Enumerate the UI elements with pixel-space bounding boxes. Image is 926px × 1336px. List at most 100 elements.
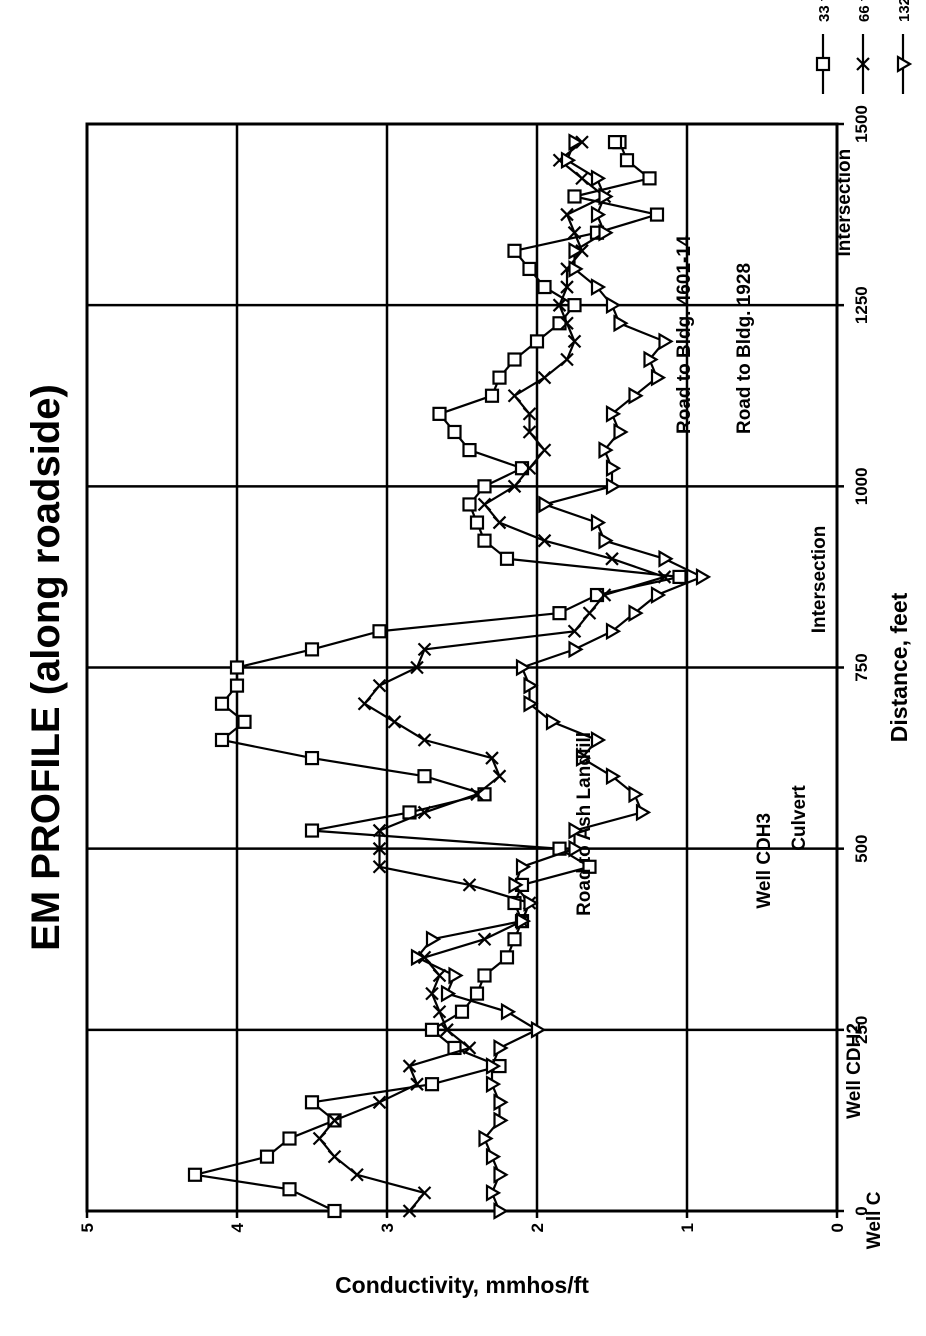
data-point — [492, 769, 507, 783]
series-layer — [187, 133, 712, 1220]
annotation-label: Road to Bldg. 1928 — [734, 263, 755, 434]
data-point — [672, 569, 687, 585]
data-point — [530, 1020, 547, 1039]
series-3 — [410, 133, 712, 1220]
data-point — [590, 205, 607, 224]
data-point — [477, 497, 492, 512]
data-point — [402, 1059, 417, 1073]
data-point — [357, 696, 372, 711]
data-point — [493, 1093, 509, 1112]
data-point — [642, 171, 657, 186]
data-point — [508, 875, 524, 894]
data-point — [282, 1182, 297, 1197]
data-point — [484, 388, 500, 403]
data-point — [485, 1057, 502, 1075]
x-tick-label: 500 — [852, 834, 871, 862]
y-axis-title: Conductivity, mmhos/ft — [335, 1272, 589, 1298]
x-tick-label: 0 — [852, 1206, 871, 1215]
data-point — [567, 298, 582, 313]
data-point — [304, 642, 320, 657]
data-point — [477, 932, 492, 947]
data-point — [259, 1149, 275, 1164]
data-point — [372, 624, 387, 639]
data-point — [417, 1186, 432, 1200]
legend-entry: 66 ft. spacing — [856, 0, 873, 94]
data-point — [372, 860, 387, 874]
data-point — [448, 966, 464, 985]
x-tick-label: 250 — [852, 1016, 871, 1044]
legend-label: 132 ft. spacing — [896, 0, 913, 22]
data-point — [462, 1041, 477, 1055]
data-point — [425, 930, 442, 949]
annotation-label: Road to Ash Landfill — [574, 732, 595, 916]
data-point — [590, 278, 607, 296]
data-point — [545, 712, 562, 731]
annotation-label: Well CDH3 — [754, 813, 775, 909]
data-point — [470, 787, 484, 802]
data-point — [507, 388, 522, 403]
data-point — [515, 857, 532, 876]
data-point — [567, 189, 582, 204]
data-point — [538, 495, 554, 514]
data-point — [410, 660, 424, 675]
data-point — [477, 479, 492, 494]
data-point — [492, 515, 507, 530]
data-point — [327, 1149, 342, 1164]
data-point — [500, 1002, 517, 1021]
data-point — [372, 678, 387, 693]
data-point — [649, 207, 665, 222]
data-point — [522, 425, 537, 439]
data-point — [372, 1095, 387, 1110]
data-point — [492, 370, 507, 385]
annotation-label: Well C — [864, 1191, 885, 1249]
data-point — [372, 841, 387, 856]
data-point — [605, 767, 622, 786]
legend-marker — [856, 57, 870, 71]
data-point — [635, 803, 652, 822]
data-point — [568, 260, 584, 278]
data-point — [327, 1113, 342, 1128]
data-point — [187, 1167, 203, 1182]
y-tick-label: 2 — [528, 1223, 547, 1232]
annotations: Well C Well CDH2 Road to Ash Landfill Well … — [574, 149, 885, 1249]
data-point — [432, 406, 447, 421]
data-point — [567, 624, 582, 639]
data-point — [485, 1075, 502, 1094]
data-point — [657, 570, 672, 584]
x-tick-label: 1250 — [852, 286, 871, 324]
data-point — [575, 749, 592, 767]
data-point — [214, 732, 230, 748]
data-point — [522, 461, 537, 475]
data-point — [469, 515, 485, 530]
data-point — [537, 443, 552, 457]
legend-marker — [896, 55, 913, 73]
y-tick-label: 4 — [228, 1222, 247, 1232]
data-point — [568, 821, 584, 840]
data-point — [522, 407, 537, 421]
y-tick-label: 1 — [678, 1223, 697, 1232]
data-point — [522, 261, 537, 277]
data-point — [417, 769, 432, 784]
data-point — [410, 948, 427, 967]
data-point — [575, 171, 589, 186]
chart-title: EM PROFILE (along roadside) — [24, 384, 68, 951]
legend-label: 66 ft. spacing — [856, 0, 873, 22]
data-point — [499, 950, 515, 965]
data-point — [507, 352, 522, 367]
data-point — [417, 642, 432, 657]
data-point — [327, 1203, 342, 1219]
data-point — [515, 912, 532, 931]
data-point — [478, 1129, 494, 1148]
data-point — [658, 549, 674, 568]
label-layer: EM PROFILE (along roadside) Distance, fe… — [24, 384, 912, 1298]
data-point — [605, 552, 619, 566]
data-point — [515, 658, 532, 677]
data-point — [304, 1095, 320, 1110]
data-point — [507, 479, 522, 494]
y-tick-label: 0 — [828, 1223, 847, 1232]
data-point — [582, 606, 597, 620]
data-point — [605, 296, 622, 315]
data-point — [493, 1202, 509, 1220]
data-point — [560, 280, 574, 294]
data-point — [597, 588, 612, 602]
